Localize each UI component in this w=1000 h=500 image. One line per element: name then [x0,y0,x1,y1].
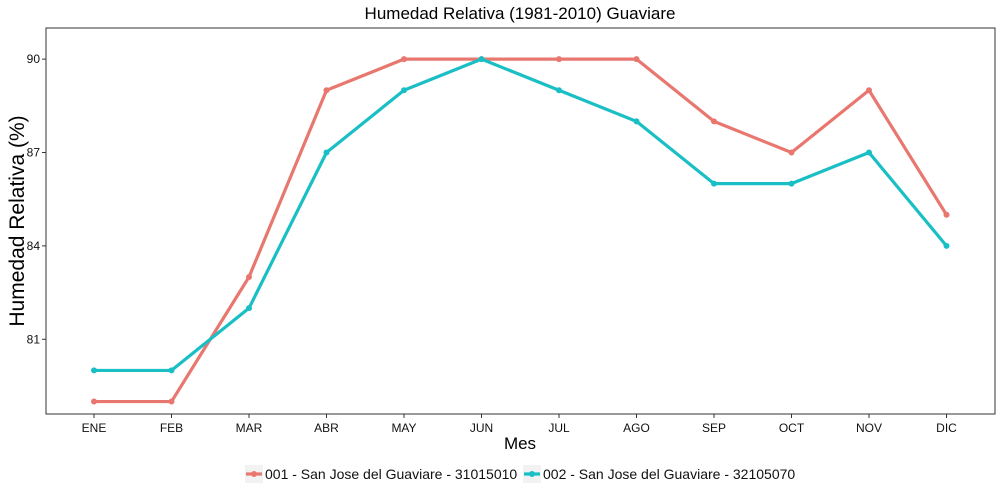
data-point [168,367,175,374]
y-axis-title: Humedad Relativa (%) [6,115,29,326]
x-tick-label: OCT [779,421,805,435]
data-point [401,56,407,63]
x-tick-label: NOV [856,421,882,435]
plot-frame [45,27,996,415]
legend-label: 002 - San Jose del Guaviare - 32105070 [543,466,795,482]
x-tick-label: ENE [82,421,107,435]
data-point [711,180,717,187]
x-tick-label: MAR [236,421,263,435]
data-point [633,118,640,125]
data-point [556,87,562,94]
data-point [556,56,562,63]
legend: 001 - San Jose del Guaviare - 31015010 00… [245,465,795,483]
series-line [92,57,949,373]
y-tick-label: 84 [27,239,41,253]
x-tick-label: DIC [936,421,957,435]
series-line [92,57,949,404]
data-point [943,242,950,249]
data-point [168,398,175,405]
data-point [866,87,872,94]
data-point [91,367,97,374]
data-point [246,274,252,281]
x-axis-title: Mes [504,434,536,453]
y-axis: 81 84 87 90 [27,52,46,346]
x-tick-label: JUL [548,421,570,435]
legend-key-point [529,471,535,477]
x-tick-label: MAY [391,421,416,435]
legend-key-point [251,471,257,477]
series-layer [91,56,950,405]
y-tick-label: 81 [27,332,41,346]
legend-item: 001 - San Jose del Guaviare - 31015010 [245,465,517,483]
data-point [711,118,717,125]
data-point [401,87,407,94]
x-axis: ENE FEB MAR ABR MAY JUN JUL AGO SEP OCT NOV DIC [82,414,957,435]
y-tick-label: 90 [27,52,41,66]
x-tick-label: ABR [314,421,339,435]
x-tick-label: AGO [623,421,650,435]
x-tick-label: JUN [470,421,493,435]
x-tick-label: FEB [160,421,183,435]
data-point [323,87,330,94]
series-2 [91,56,950,374]
legend-label: 001 - San Jose del Guaviare - 31015010 [265,466,517,482]
data-point [866,149,872,156]
data-point [91,398,97,405]
x-tick-label: SEP [702,421,726,435]
series-1 [91,56,950,405]
data-point [943,211,950,218]
data-point [246,305,252,312]
data-point [323,149,330,156]
y-tick-label: 87 [27,146,41,160]
chart-title: Humedad Relativa (1981-2010) Guaviare [365,4,676,23]
legend-item: 002 - San Jose del Guaviare - 32105070 [523,465,795,483]
data-point [478,56,485,63]
data-point [633,56,640,63]
data-point [788,149,795,156]
data-point [788,180,795,187]
